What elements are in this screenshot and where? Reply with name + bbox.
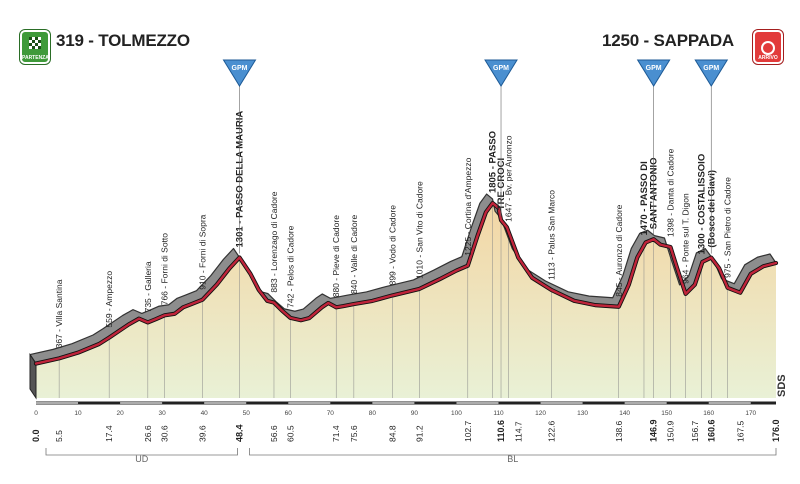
km-tick-label: 140 (619, 410, 630, 417)
place-label: 1398 - Danta di Cadore (665, 148, 675, 237)
place-label: 367 - Villa Santina (54, 279, 64, 348)
km-label: 156.7 (690, 420, 700, 442)
place-label: 1470 - PASSO DI (639, 161, 650, 235)
km-label: 138.6 (614, 420, 624, 442)
km-tick-label: 50 (243, 410, 251, 417)
finish-badge-label: ARRIVO (758, 55, 778, 61)
gpm-label: GPM (646, 65, 662, 72)
km-tick-label: 100 (451, 410, 462, 417)
km-label: 60.5 (285, 425, 295, 442)
km-label: 114.7 (513, 421, 523, 442)
km-tick-label: 0 (34, 410, 38, 417)
place-label: 559 - Ampezzo (104, 271, 114, 328)
km-label: 39.6 (198, 425, 208, 442)
place-label: 735 - Galleria (143, 261, 153, 312)
km-label: 167.5 (735, 420, 745, 442)
place-label: 1113 - Palus San Marco (546, 190, 556, 280)
gpm-triangle-icon (222, 59, 257, 87)
province-label: BL (507, 454, 518, 464)
km-label: 102.7 (463, 420, 473, 442)
place-label: 975 - San Pietro di Cadore (723, 177, 733, 278)
place-label: 766 - Forni di Sotto (160, 233, 170, 306)
place-label: 845 - Auronzo di Cadore (614, 204, 624, 296)
gpm-triangle-icon (694, 59, 729, 87)
place-label: 883 - Lorenzago di Cadore (269, 191, 279, 292)
km-label: 150.9 (665, 420, 675, 442)
km-tick-label: 90 (411, 410, 419, 417)
km-label: 146.9 (649, 419, 659, 442)
place-label: 1805 - PASSO (488, 131, 499, 193)
km-tick-label: 170 (745, 410, 756, 417)
km-label: 160.6 (706, 419, 716, 442)
profile-fill (36, 203, 776, 398)
km-label: 176.0 (771, 419, 781, 442)
start-flag-icon: PARTENZA (20, 30, 50, 64)
km-tick-label: 40 (201, 410, 209, 417)
profile-wall-side (29, 352, 37, 400)
place-label: 1301 - PASSO DELLA MAURIA (235, 111, 246, 248)
place-label: 910 - Forni di Sopra (198, 214, 208, 289)
start-badge-label: PARTENZA (22, 55, 49, 61)
place-label: 964 - Ponte sul T. Digon (681, 193, 691, 284)
km-tick-label: 80 (369, 410, 377, 417)
km-label: 122.6 (546, 420, 556, 442)
km-label: 110.6 (496, 420, 506, 442)
place-label: 1225 - Cortina d'Ampezzo (463, 157, 473, 255)
km-label: 30.6 (160, 425, 170, 442)
place-label: SANT'ANTONIO (649, 157, 660, 229)
place-label: 840 - Valle di Cadore (349, 215, 359, 294)
km-label: 71.4 (331, 425, 341, 442)
place-label: TRE CROCI (496, 158, 507, 210)
start-title: 319 - TOLMEZZO (56, 31, 190, 50)
km-label: 75.6 (349, 425, 359, 442)
gpm-label: GPM (493, 65, 509, 72)
km-label: 0.0 (31, 429, 41, 442)
sds-mark: SDS (776, 374, 788, 397)
km-tick-label: 10 (74, 410, 82, 417)
place-label: 1647 - Bv. per Auronzo (504, 135, 514, 222)
finish-camera-icon: ARRIVO (753, 30, 783, 64)
road-line (34, 201, 778, 365)
gpm-label: GPM (232, 65, 248, 72)
km-tick-label: 120 (535, 410, 546, 417)
province-bracket (45, 448, 238, 456)
place-label: 899 - Vodo di Cadore (388, 205, 398, 286)
km-tick-label: 20 (116, 410, 124, 417)
place-label: 1300 - COSTALISSOIO (697, 154, 708, 255)
km-tick-label: 110 (493, 410, 504, 417)
gpm-label: GPM (703, 65, 719, 72)
place-label: 742 - Pelos di Cadore (285, 225, 295, 307)
km-label: 17.4 (104, 425, 114, 442)
km-label: 91.2 (414, 425, 424, 442)
km-tick-label: 60 (285, 410, 293, 417)
gpm-triangle-icon (636, 59, 671, 87)
km-label: 56.6 (269, 425, 279, 442)
km-tick-label: 70 (327, 410, 335, 417)
km-tick-label: 160 (703, 410, 714, 417)
km-tick-label: 130 (577, 410, 588, 417)
gpm-triangle-icon (484, 59, 518, 87)
km-label: 26.6 (143, 425, 153, 442)
place-label: 1010 - San Vito di Cadore (414, 181, 424, 279)
province-label: UD (135, 454, 148, 464)
place-label: (Bosco dei Giavi) (706, 170, 717, 248)
km-tick-label: 30 (159, 410, 167, 417)
province-bracket (249, 448, 777, 456)
km-label: 84.8 (388, 425, 398, 442)
place-label: 880 - Pieve di Cadore (331, 215, 341, 297)
km-label: 48.4 (235, 424, 245, 442)
km-label: 5.5 (54, 430, 64, 442)
finish-title: 1250 - SAPPADA (602, 31, 734, 50)
km-tick-label: 150 (661, 410, 672, 417)
